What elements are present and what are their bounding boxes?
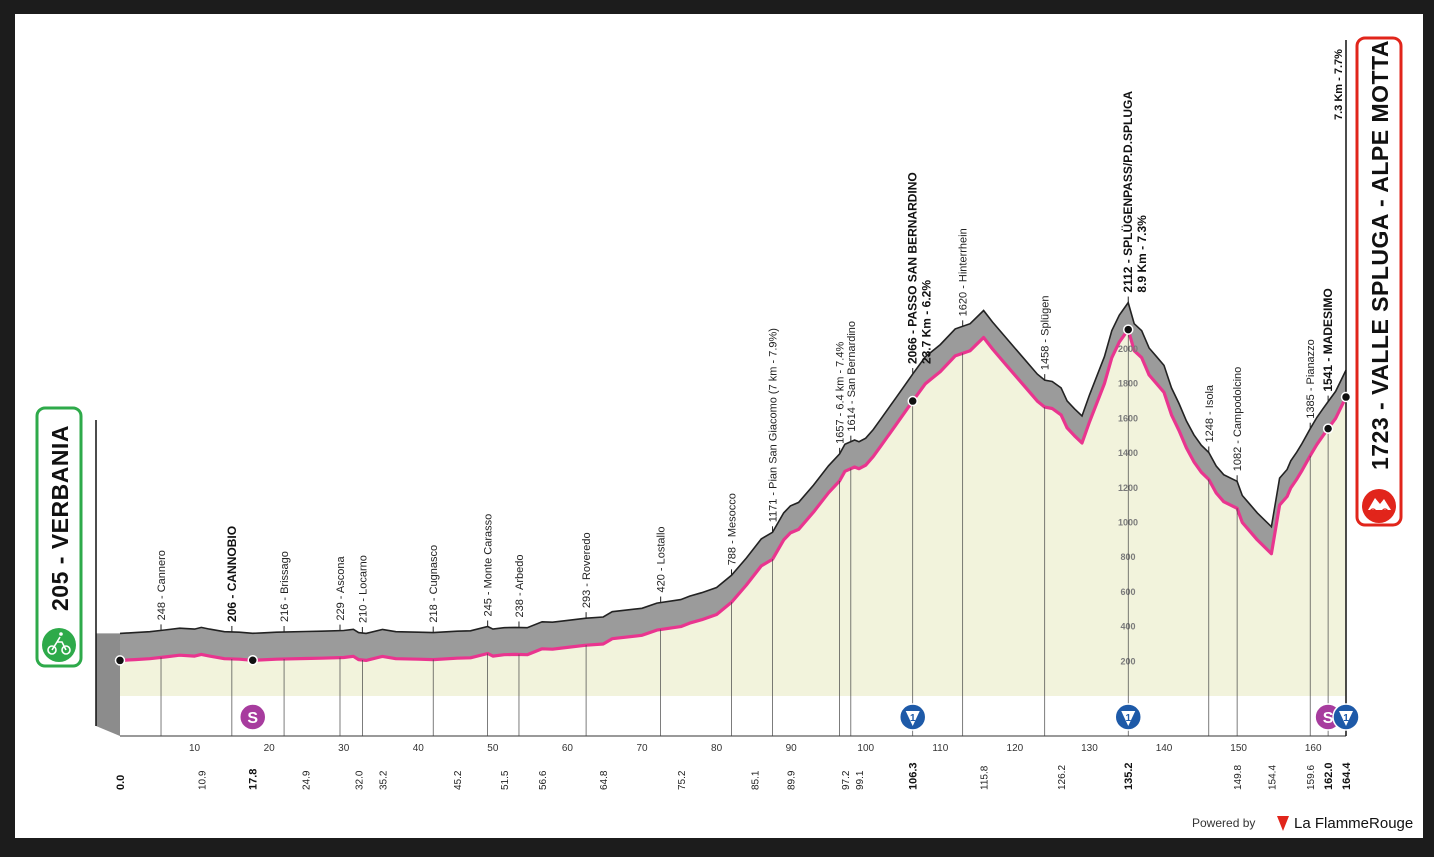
km-marker: 24.9	[302, 770, 313, 790]
climb-note: 23.7 Km - 6.2%	[920, 280, 934, 364]
km-marker: 106.3	[908, 762, 920, 790]
kom-category: 1	[1125, 713, 1131, 724]
route-point-dot	[114, 655, 126, 666]
km-marker: 97.2	[841, 770, 852, 790]
km-marker: 64.8	[599, 770, 610, 790]
km-marker: 51.5	[500, 770, 511, 790]
landmark-label: 229 - Ascona	[335, 556, 347, 621]
landmark-label: 248 - Cannero	[156, 550, 168, 620]
km-marker: 126.2	[1057, 765, 1068, 790]
x-tick-label: 120	[1007, 743, 1024, 754]
sprint-badge	[238, 703, 267, 731]
kom-category: 1	[910, 713, 916, 724]
km-marker: 56.6	[538, 770, 549, 790]
flamme-rouge-icon	[1277, 816, 1289, 831]
km-marker: 35.2	[379, 770, 390, 790]
landmark-label: 216 - Brissago	[279, 551, 291, 622]
landmark-label: 420 - Lostallo	[656, 526, 668, 592]
landmark-label: 1620 - Hinterrhein	[958, 228, 970, 316]
landmark-label: 2112 - SPLÜGENPASS/P.D.SPLUGA	[1120, 91, 1135, 293]
x-tick-label: 100	[857, 743, 874, 754]
route-point-dot	[1122, 324, 1134, 335]
route-point-dot	[1340, 391, 1352, 403]
x-tick-label: 160	[1305, 743, 1322, 754]
km-marker: 115.8	[980, 765, 991, 790]
x-tick-label: 20	[264, 743, 276, 754]
landmark-label: 1082 - Campodolcino	[1232, 367, 1244, 472]
x-tick-label: 140	[1156, 743, 1173, 754]
x-tick-label: 90	[786, 743, 798, 754]
route-point-dot	[1322, 423, 1334, 434]
landmark-label: 1458 - Splügen	[1040, 295, 1052, 370]
km-marker: 164.4	[1341, 762, 1353, 790]
km-marker: 149.8	[1233, 765, 1244, 790]
x-tick-label: 80	[711, 743, 723, 754]
landmark-label: 210 - Locarno	[357, 555, 369, 623]
final-climb-label: 7.3 Km - 7.7%	[1333, 49, 1345, 120]
km-marker: 45.2	[453, 770, 464, 790]
landmark-label: 1171 - Pian San Giacomo (7 km - 7.9%)	[768, 328, 780, 522]
sprint-letter: S	[1323, 710, 1334, 727]
x-tick-label: 60	[562, 743, 574, 754]
route-point-dot	[247, 655, 258, 666]
landmark-label: 238 - Arbedo	[514, 554, 526, 617]
x-tick-label: 50	[487, 743, 499, 754]
climb-note: 8.9 Km - 7.3%	[1135, 215, 1149, 293]
km-marker: 75.2	[677, 770, 688, 790]
km-marker: 85.1	[751, 770, 762, 790]
start-banner: 205 - VERBANIA	[35, 406, 83, 668]
km-marker: 32.0	[355, 770, 366, 790]
x-tick-label: 70	[636, 743, 648, 754]
landmark-label: 206 - CANNOBIO	[225, 526, 239, 622]
profile-ridge-line	[119, 300, 1347, 635]
km-marker: 135.2	[1123, 762, 1135, 790]
kom-triangle-icon	[1339, 711, 1353, 726]
brand-text: La FlammeRouge	[1294, 815, 1413, 832]
route-point-dot	[907, 395, 918, 407]
finish-banner: 1723 - VALLE SPLUGA - ALPE MOTTA	[1355, 36, 1403, 527]
profile-band	[120, 302, 1346, 661]
landmark-label: 1541 - MADESIMO	[1321, 288, 1335, 391]
kom-triangle-icon	[1121, 711, 1136, 726]
footer-brand: Powered by La FlammeRouge	[1192, 815, 1413, 832]
x-tick-label: 150	[1230, 743, 1247, 754]
landmark-label: 1657 - 6.4 km - 7.4%	[835, 342, 847, 444]
km-marker: 10.9	[197, 770, 208, 790]
kom-triangle-icon	[905, 711, 920, 726]
x-tick-label: 30	[338, 743, 350, 754]
km-marker: 17.8	[248, 769, 260, 790]
km-marker: 0.0	[115, 775, 127, 790]
landmark-label: 2066 - PASSO SAN BERNARDINO	[906, 172, 920, 364]
km-marker: 89.9	[786, 770, 797, 790]
x-tick-label: 110	[932, 743, 948, 754]
flat-stage-icon	[42, 628, 76, 662]
km-marker: 99.1	[855, 770, 866, 790]
km-marker: 159.6	[1306, 765, 1317, 790]
powered-by-text: Powered by	[1192, 816, 1255, 830]
landmark-label: 293 - Roveredo	[581, 532, 593, 608]
finish-label: 1723 - VALLE SPLUGA - ALPE MOTTA	[1367, 40, 1393, 470]
landmark-label: 1614 - San Bernardino	[846, 321, 858, 432]
landmark-label: 1248 - Isola	[1204, 384, 1216, 442]
profile-face	[120, 329, 1346, 696]
kom-category: 1	[1343, 713, 1349, 724]
x-tick-label: 10	[189, 743, 201, 754]
landmark-label: 1385 - Pianazzo	[1305, 339, 1317, 419]
km-marker: 162.0	[1323, 762, 1335, 790]
x-tick-label: 130	[1081, 743, 1098, 754]
sprint-letter: S	[247, 710, 258, 727]
start-label: 205 - VERBANIA	[47, 425, 73, 611]
x-tick-label: 40	[413, 743, 425, 754]
profile-side-wall	[96, 633, 120, 736]
km-marker: 154.4	[1267, 765, 1278, 790]
landmark-label: 788 - Mesocco	[727, 493, 739, 565]
landmark-label: 218 - Cugnasco	[428, 545, 440, 623]
landmark-label: 245 - Monte Carasso	[483, 514, 495, 617]
